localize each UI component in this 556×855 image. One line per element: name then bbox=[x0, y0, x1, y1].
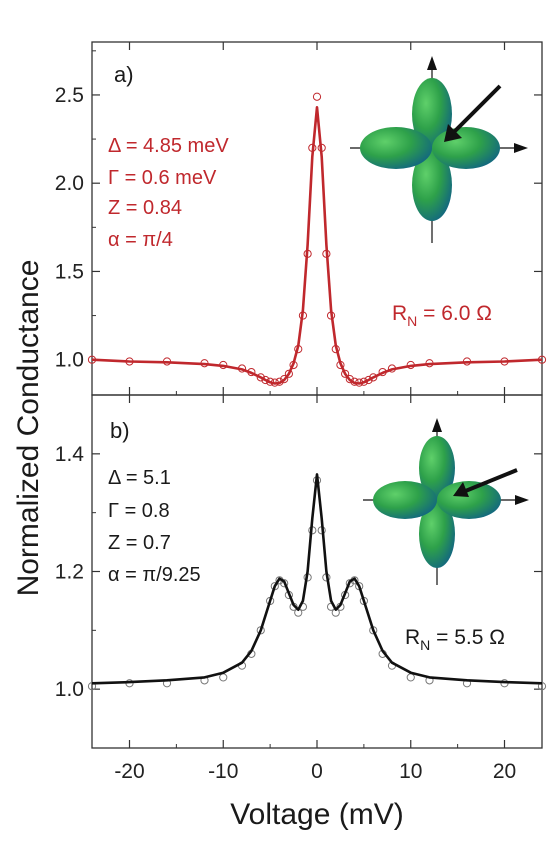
panel-a-inset-lobes bbox=[350, 56, 528, 243]
panel-b-param-delta: Δ = 5.1 bbox=[108, 467, 171, 489]
panel-a-data-point bbox=[284, 369, 293, 378]
panel-a-fit-line bbox=[91, 106, 543, 385]
panel-a-param-z: Z = 0.84 bbox=[108, 197, 182, 219]
panel-a-data-point bbox=[345, 375, 354, 384]
panel-b-rn-value: = 5.5 Ω bbox=[430, 626, 505, 649]
panel-b-lobe-up bbox=[419, 436, 455, 500]
panel-a-ytick-label-2: 2.0 bbox=[55, 172, 84, 195]
panel-a-data-point bbox=[256, 373, 265, 382]
panel-b-xtick-label-0: -20 bbox=[114, 760, 144, 783]
panel-b-ytick-label-1: 1.2 bbox=[55, 561, 84, 584]
panel-b-xtick-label-3: 10 bbox=[399, 760, 422, 783]
x-axis-title: Voltage (mV) bbox=[230, 798, 403, 831]
panel-b-lobe-right bbox=[437, 481, 501, 519]
panel-b-inset-arrow-shaft bbox=[462, 468, 518, 494]
panel-a-ytick-label-0: 1.0 bbox=[55, 349, 84, 372]
panel-a-data-point bbox=[312, 92, 322, 101]
panel-b-data-point bbox=[345, 579, 354, 588]
panel-b-param-alpha: α = π/9.25 bbox=[108, 564, 201, 586]
panel-b-ytick-label-2: 1.4 bbox=[55, 443, 85, 466]
panel-a-data-point bbox=[261, 375, 270, 385]
panel-b-inset-arrow-head bbox=[453, 482, 469, 497]
panel-a-inset-arrow-shaft bbox=[450, 84, 502, 136]
panel-b-param-gamma: Γ = 0.8 bbox=[108, 500, 170, 522]
panel-a-series bbox=[87, 92, 547, 387]
panel-b-fit-line bbox=[91, 473, 543, 685]
panel-a: 1.0 1.5 2.0 2.5 a) Δ = 4.85 meV Γ = 0.6 meV… bbox=[55, 41, 547, 396]
panel-a-label: a) bbox=[114, 62, 134, 87]
panel-b: 1.01.21.4-20 -10 0 10 20 b) Δ = 5.1 Γ = 0.8 … bbox=[55, 394, 547, 783]
panel-b-xtick-label-1: -10 bbox=[208, 760, 238, 783]
panel-b-xtick-label-2: 0 bbox=[311, 760, 323, 783]
panel-b-lobe-down bbox=[419, 500, 455, 568]
panel-b-rn-label: RN = 5.5 Ω bbox=[405, 626, 505, 653]
panel-a-rn-sub: N bbox=[407, 313, 417, 329]
panel-b-ytick-label-0: 1.0 bbox=[55, 678, 84, 701]
panel-a-ytick-label-3: 2.5 bbox=[55, 84, 84, 107]
panel-a-data-point bbox=[280, 375, 289, 384]
panel-a-data-point bbox=[341, 369, 350, 378]
panel-b-ticks: 1.0 1.2 1.4 -20 -10 0 10 20 bbox=[55, 395, 542, 783]
y-axis-title: Normalized Conductance bbox=[12, 260, 45, 597]
panel-b-inset-arrowhead-h bbox=[515, 495, 529, 505]
panel-a-rn-label: RN = 6.0 Ω bbox=[392, 302, 492, 329]
panel-a-ticks: 1.0 1.5 2.0 2.5 bbox=[55, 42, 542, 395]
panel-a-lobe-up bbox=[412, 78, 452, 150]
panel-b-data-point bbox=[219, 673, 228, 682]
panel-a-param-gamma: Γ = 0.6 meV bbox=[108, 167, 217, 189]
panel-a-inset-arrowhead-h bbox=[514, 143, 528, 153]
panel-a-lobe-right bbox=[432, 127, 500, 169]
panel-b-label: b) bbox=[110, 418, 130, 443]
panel-a-inset-arrow-head bbox=[444, 124, 462, 142]
panel-b-rn-sub: N bbox=[420, 637, 430, 653]
panel-a-inset-arrowhead-v bbox=[427, 56, 437, 70]
panel-b-lobe-left bbox=[373, 481, 437, 519]
panel-a-param-alpha: α = π/4 bbox=[108, 229, 173, 251]
panel-b-param-z: Z = 0.7 bbox=[108, 532, 171, 554]
panel-a-param-delta: Δ = 4.85 meV bbox=[108, 135, 229, 157]
panel-b-rn-prefix: R bbox=[405, 626, 420, 649]
panel-b-inset-lobes bbox=[363, 418, 529, 585]
panel-b-data-point bbox=[406, 673, 415, 682]
panel-b-inset-arrowhead-v bbox=[432, 418, 442, 432]
panel-a-lobe-left bbox=[360, 127, 432, 169]
panel-a-data-point bbox=[369, 373, 378, 382]
panel-a-rn-value: = 6.0 Ω bbox=[417, 302, 492, 325]
panel-b-xtick-label-4: 20 bbox=[493, 760, 516, 783]
panel-b-data-point bbox=[280, 579, 289, 588]
panel-b-series bbox=[87, 473, 547, 691]
panel-a-data-point bbox=[364, 375, 373, 385]
panel-a-lobe-down bbox=[412, 149, 452, 221]
panel-a-ytick-label-1: 1.5 bbox=[55, 260, 84, 283]
panel-a-rn-prefix: R bbox=[392, 302, 407, 325]
